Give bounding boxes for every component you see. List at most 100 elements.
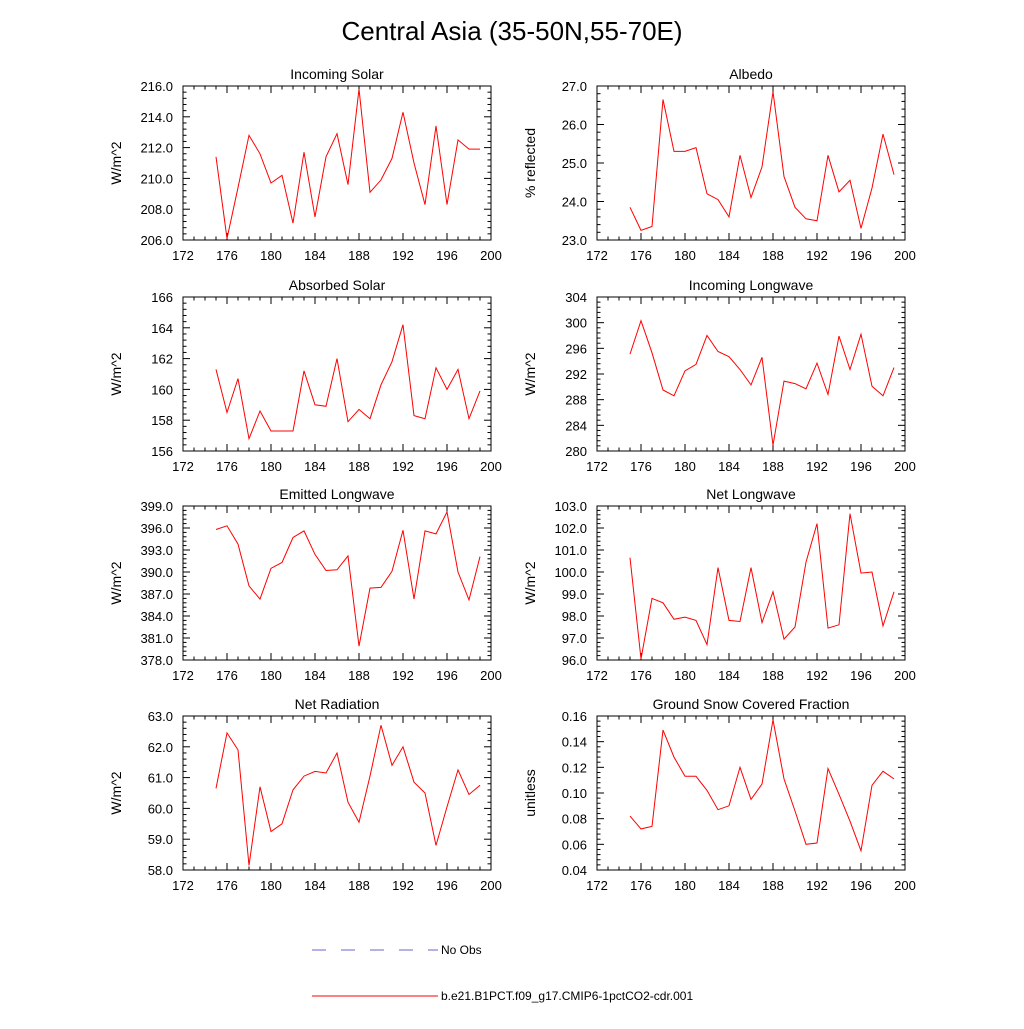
panel-incoming-solar: Incoming Solar W/m^2 172 176 180 184 188 192 196… [108, 66, 502, 263]
x-tick-label: 200 [480, 459, 502, 474]
x-tick-label: 196 [436, 878, 458, 893]
y-tick-label: 166 [151, 290, 173, 305]
y-tick-label: 393.0 [140, 543, 173, 558]
x-tick-label: 180 [260, 459, 282, 474]
y-tick-label: 206.0 [140, 233, 173, 248]
x-tick-label: 172 [172, 668, 194, 683]
y-tick-label: 97.0 [562, 631, 587, 646]
x-tick-label: 196 [436, 248, 458, 263]
plot-frame [182, 296, 492, 452]
x-tick-label: 196 [850, 248, 872, 263]
y-axis-label: W/m^2 [522, 561, 538, 604]
x-tick-label: 172 [172, 459, 194, 474]
y-tick-label: 0.08 [562, 812, 587, 827]
y-tick-label: 27.0 [562, 79, 587, 94]
y-axis-label: W/m^2 [108, 141, 124, 184]
legend: No Obs b.e21.B1PCT.f09_g17.CMIP6-1pctCO2… [312, 943, 693, 1003]
y-tick-label: 100.0 [554, 565, 587, 580]
x-tick-label: 192 [806, 668, 828, 683]
x-tick-label: 188 [348, 878, 370, 893]
series-line [629, 91, 895, 232]
x-tick-label: 188 [348, 248, 370, 263]
x-tick-label: 196 [850, 459, 872, 474]
x-tick-label: 196 [850, 878, 872, 893]
y-tick-label: 164 [151, 321, 173, 336]
x-tick-label: 180 [674, 878, 696, 893]
y-tick-label: 292 [565, 367, 587, 382]
x-tick-label: 172 [172, 878, 194, 893]
y-tick-label: 208.0 [140, 202, 173, 217]
plot-frame [596, 296, 906, 452]
x-tick-label: 200 [480, 668, 502, 683]
y-tick-label: 214.0 [140, 110, 173, 125]
panel-title: Albedo [729, 66, 773, 82]
x-tick-label: 176 [216, 668, 238, 683]
panel-title: Net Radiation [295, 696, 380, 712]
y-tick-label: 296 [565, 341, 587, 356]
panel-title: Incoming Solar [290, 66, 384, 82]
y-tick-label: 60.0 [148, 801, 173, 816]
x-tick-label: 184 [304, 248, 326, 263]
x-tick-label: 172 [586, 459, 608, 474]
y-tick-label: 58.0 [148, 863, 173, 878]
y-tick-label: 0.14 [562, 735, 587, 750]
panel-absorbed-solar: Absorbed Solar W/m^2 172 176 180 184 188 192 196… [108, 277, 502, 474]
x-tick-label: 192 [806, 248, 828, 263]
y-tick-label: 25.0 [562, 156, 587, 171]
legend-label-no-obs: No Obs [441, 943, 482, 957]
y-tick-label: 280 [565, 444, 587, 459]
x-tick-label: 200 [894, 459, 916, 474]
series-line [215, 510, 481, 647]
y-tick-label: 99.0 [562, 587, 587, 602]
x-tick-label: 176 [630, 248, 652, 263]
x-tick-label: 188 [762, 668, 784, 683]
x-tick-label: 196 [850, 668, 872, 683]
y-tick-label: 212.0 [140, 141, 173, 156]
x-tick-label: 200 [894, 878, 916, 893]
y-tick-label: 216.0 [140, 79, 173, 94]
y-tick-label: 304 [565, 290, 587, 305]
panel-title: Absorbed Solar [289, 277, 386, 293]
panel-emitted-longwave: Emitted Longwave W/m^2 172 176 180 184 188 192 1… [108, 486, 502, 683]
y-tick-label: 62.0 [148, 740, 173, 755]
x-tick-label: 184 [718, 248, 740, 263]
y-tick-label: 0.12 [562, 760, 587, 775]
panel-net-radiation: Net Radiation W/m^2 172 176 180 184 188 192 196 2… [108, 696, 502, 893]
x-tick-label: 192 [806, 878, 828, 893]
y-tick-label: 23.0 [562, 233, 587, 248]
y-axis-label: W/m^2 [522, 352, 538, 395]
series-line [629, 513, 895, 659]
series-line [215, 324, 481, 441]
plot-frame [596, 715, 906, 871]
figure-title: Central Asia (35-50N,55-70E) [341, 16, 682, 46]
x-tick-label: 200 [480, 878, 502, 893]
x-tick-label: 180 [674, 248, 696, 263]
y-tick-label: 390.0 [140, 565, 173, 580]
y-tick-label: 396.0 [140, 521, 173, 536]
panel-title: Emitted Longwave [279, 486, 394, 502]
legend-label-model: b.e21.B1PCT.f09_g17.CMIP6-1pctCO2-cdr.00… [441, 989, 693, 1003]
y-tick-label: 288 [565, 393, 587, 408]
x-tick-label: 180 [674, 459, 696, 474]
x-tick-label: 188 [762, 248, 784, 263]
y-axis-label: W/m^2 [108, 352, 124, 395]
y-tick-label: 0.06 [562, 837, 587, 852]
y-tick-label: 384.0 [140, 609, 173, 624]
x-tick-label: 196 [436, 459, 458, 474]
x-tick-label: 192 [392, 459, 414, 474]
plot-frame [182, 85, 492, 241]
y-tick-label: 160 [151, 382, 173, 397]
x-tick-label: 200 [894, 668, 916, 683]
y-tick-label: 24.0 [562, 195, 587, 210]
series-line [629, 319, 895, 446]
x-tick-label: 176 [216, 878, 238, 893]
panel-albedo: Albedo % reflected 172 176 180 184 188 192 196 20… [522, 66, 916, 263]
x-tick-label: 200 [480, 248, 502, 263]
x-tick-label: 172 [586, 248, 608, 263]
x-tick-label: 192 [392, 248, 414, 263]
y-tick-label: 63.0 [148, 709, 173, 724]
y-tick-label: 103.0 [554, 499, 587, 514]
y-tick-label: 284 [565, 418, 587, 433]
y-tick-label: 59.0 [148, 832, 173, 847]
